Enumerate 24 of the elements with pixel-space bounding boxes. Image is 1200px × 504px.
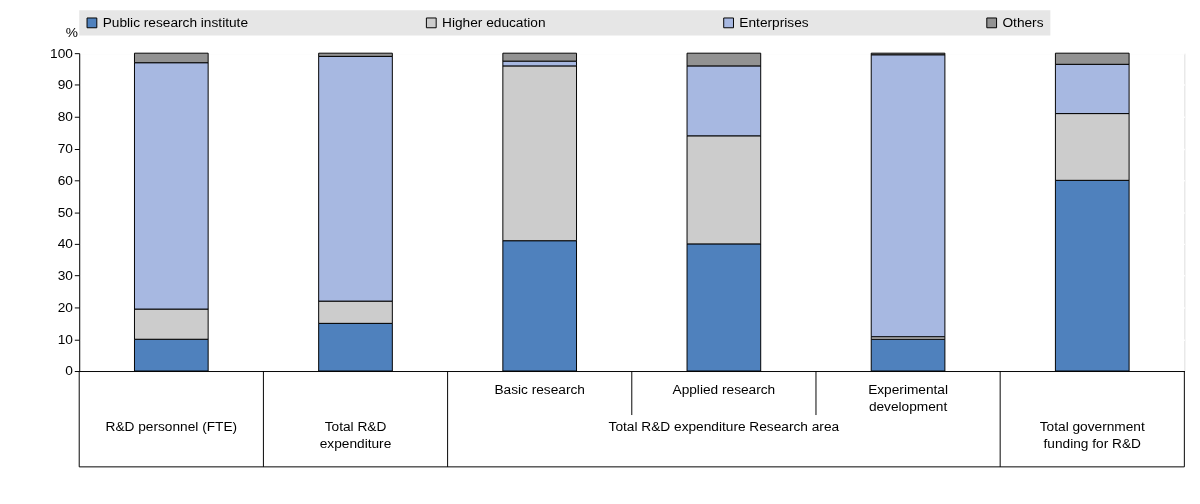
y-axis-title: % (65, 25, 78, 41)
y-tick-label: 0 (65, 363, 74, 379)
x-tick-label: Applied research (672, 381, 776, 397)
x-tick-label: Basic research (494, 381, 585, 397)
y-tick-label: 90 (57, 77, 74, 93)
x-tick-label: Total government funding for R&D (1039, 418, 1145, 452)
y-tick-label: 50 (57, 204, 74, 220)
legend-label: Higher education (442, 14, 546, 30)
legend-label: Public research institute (102, 14, 248, 30)
y-tick-label: 80 (57, 109, 74, 125)
y-tick-label: 70 (57, 140, 74, 156)
bar (870, 54, 946, 338)
x-tick-label: Experimental development (868, 381, 949, 415)
x-tick-label: R&D personnel (FTE) (105, 418, 238, 434)
y-tick-label: 30 (57, 268, 74, 284)
legend-label: Others (1002, 14, 1044, 30)
x-tick-label: Total R&D expenditure (319, 418, 392, 452)
text: Total R&D expenditure Research area (608, 418, 840, 434)
y-tick-label: 40 (57, 236, 74, 252)
y-tick-label: 100 (50, 45, 74, 61)
y-tick-label: 60 (57, 172, 74, 188)
y-tick-label: 10 (57, 331, 74, 347)
legend-label: Enterprises (739, 14, 809, 30)
y-tick-label: 20 (57, 299, 74, 315)
